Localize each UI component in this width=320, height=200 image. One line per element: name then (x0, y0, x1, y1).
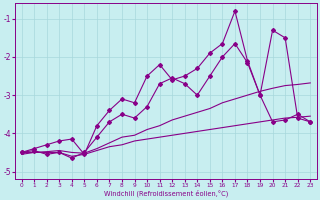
X-axis label: Windchill (Refroidissement éolien,°C): Windchill (Refroidissement éolien,°C) (104, 189, 228, 197)
